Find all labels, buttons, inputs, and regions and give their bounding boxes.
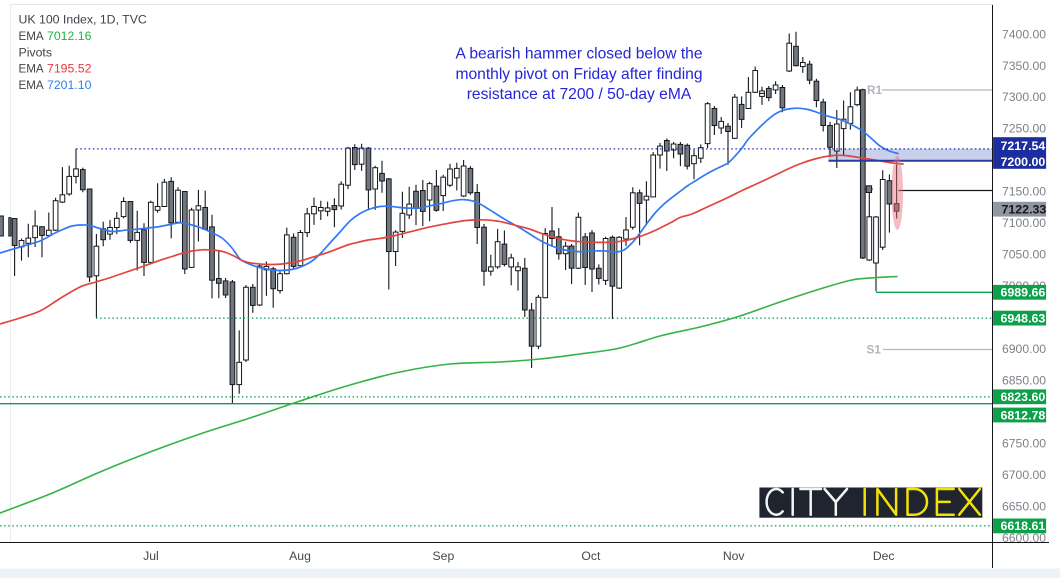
svg-text:6823.60: 6823.60 [1001,390,1046,404]
svg-text:Dec: Dec [873,549,895,563]
svg-text:7400.00: 7400.00 [1002,27,1046,41]
svg-text:Oct: Oct [581,549,601,563]
svg-text:A bearish hammer closed below: A bearish hammer closed below the [455,45,702,62]
svg-text:EMA: EMA [19,79,44,92]
svg-text:7150.00: 7150.00 [1002,185,1046,199]
svg-text:S1: S1 [867,343,882,357]
svg-text:EMA: EMA [19,30,44,43]
svg-text:7300.00: 7300.00 [1002,90,1046,104]
svg-text:Nov: Nov [723,549,746,563]
svg-text:6989.66: 6989.66 [1001,286,1046,300]
svg-text:6650.00: 6650.00 [1002,499,1046,513]
svg-text:7195.52: 7195.52 [47,62,92,76]
svg-text:6750.00: 6750.00 [1002,437,1046,451]
svg-text:7122.33: 7122.33 [1002,202,1047,216]
svg-text:6812.78: 6812.78 [1001,408,1046,422]
svg-text:7100.00: 7100.00 [1002,216,1046,230]
svg-text:7250.00: 7250.00 [1002,122,1046,136]
svg-text:6600.00: 6600.00 [1002,531,1046,545]
svg-text:6618.61: 6618.61 [1001,519,1046,533]
svg-text:EMA: EMA [19,63,44,76]
svg-text:6700.00: 6700.00 [1002,468,1046,482]
svg-text:7350.00: 7350.00 [1002,59,1046,73]
svg-text:Pivots: Pivots [19,45,53,59]
svg-text:resistance at 7200 / 50-day eM: resistance at 7200 / 50-day eMA [467,86,692,103]
svg-text:6900.00: 6900.00 [1002,342,1046,356]
svg-text:7200.00: 7200.00 [1001,155,1046,169]
svg-text:UK 100 Index, 1D, TVC: UK 100 Index, 1D, TVC [19,13,147,27]
svg-text:7217.54: 7217.54 [1001,139,1046,153]
svg-text:Aug: Aug [289,549,311,563]
svg-text:6850.00: 6850.00 [1002,374,1046,388]
svg-text:Jul: Jul [143,549,159,563]
svg-text:6948.63: 6948.63 [1001,311,1046,325]
svg-text:monthly pivot on Friday after: monthly pivot on Friday after finding [455,66,702,83]
svg-text:7012.16: 7012.16 [47,29,92,43]
svg-text:7050.00: 7050.00 [1002,248,1046,262]
svg-text:R1: R1 [867,83,883,97]
svg-text:7201.10: 7201.10 [47,78,92,92]
svg-text:Sep: Sep [433,549,455,563]
